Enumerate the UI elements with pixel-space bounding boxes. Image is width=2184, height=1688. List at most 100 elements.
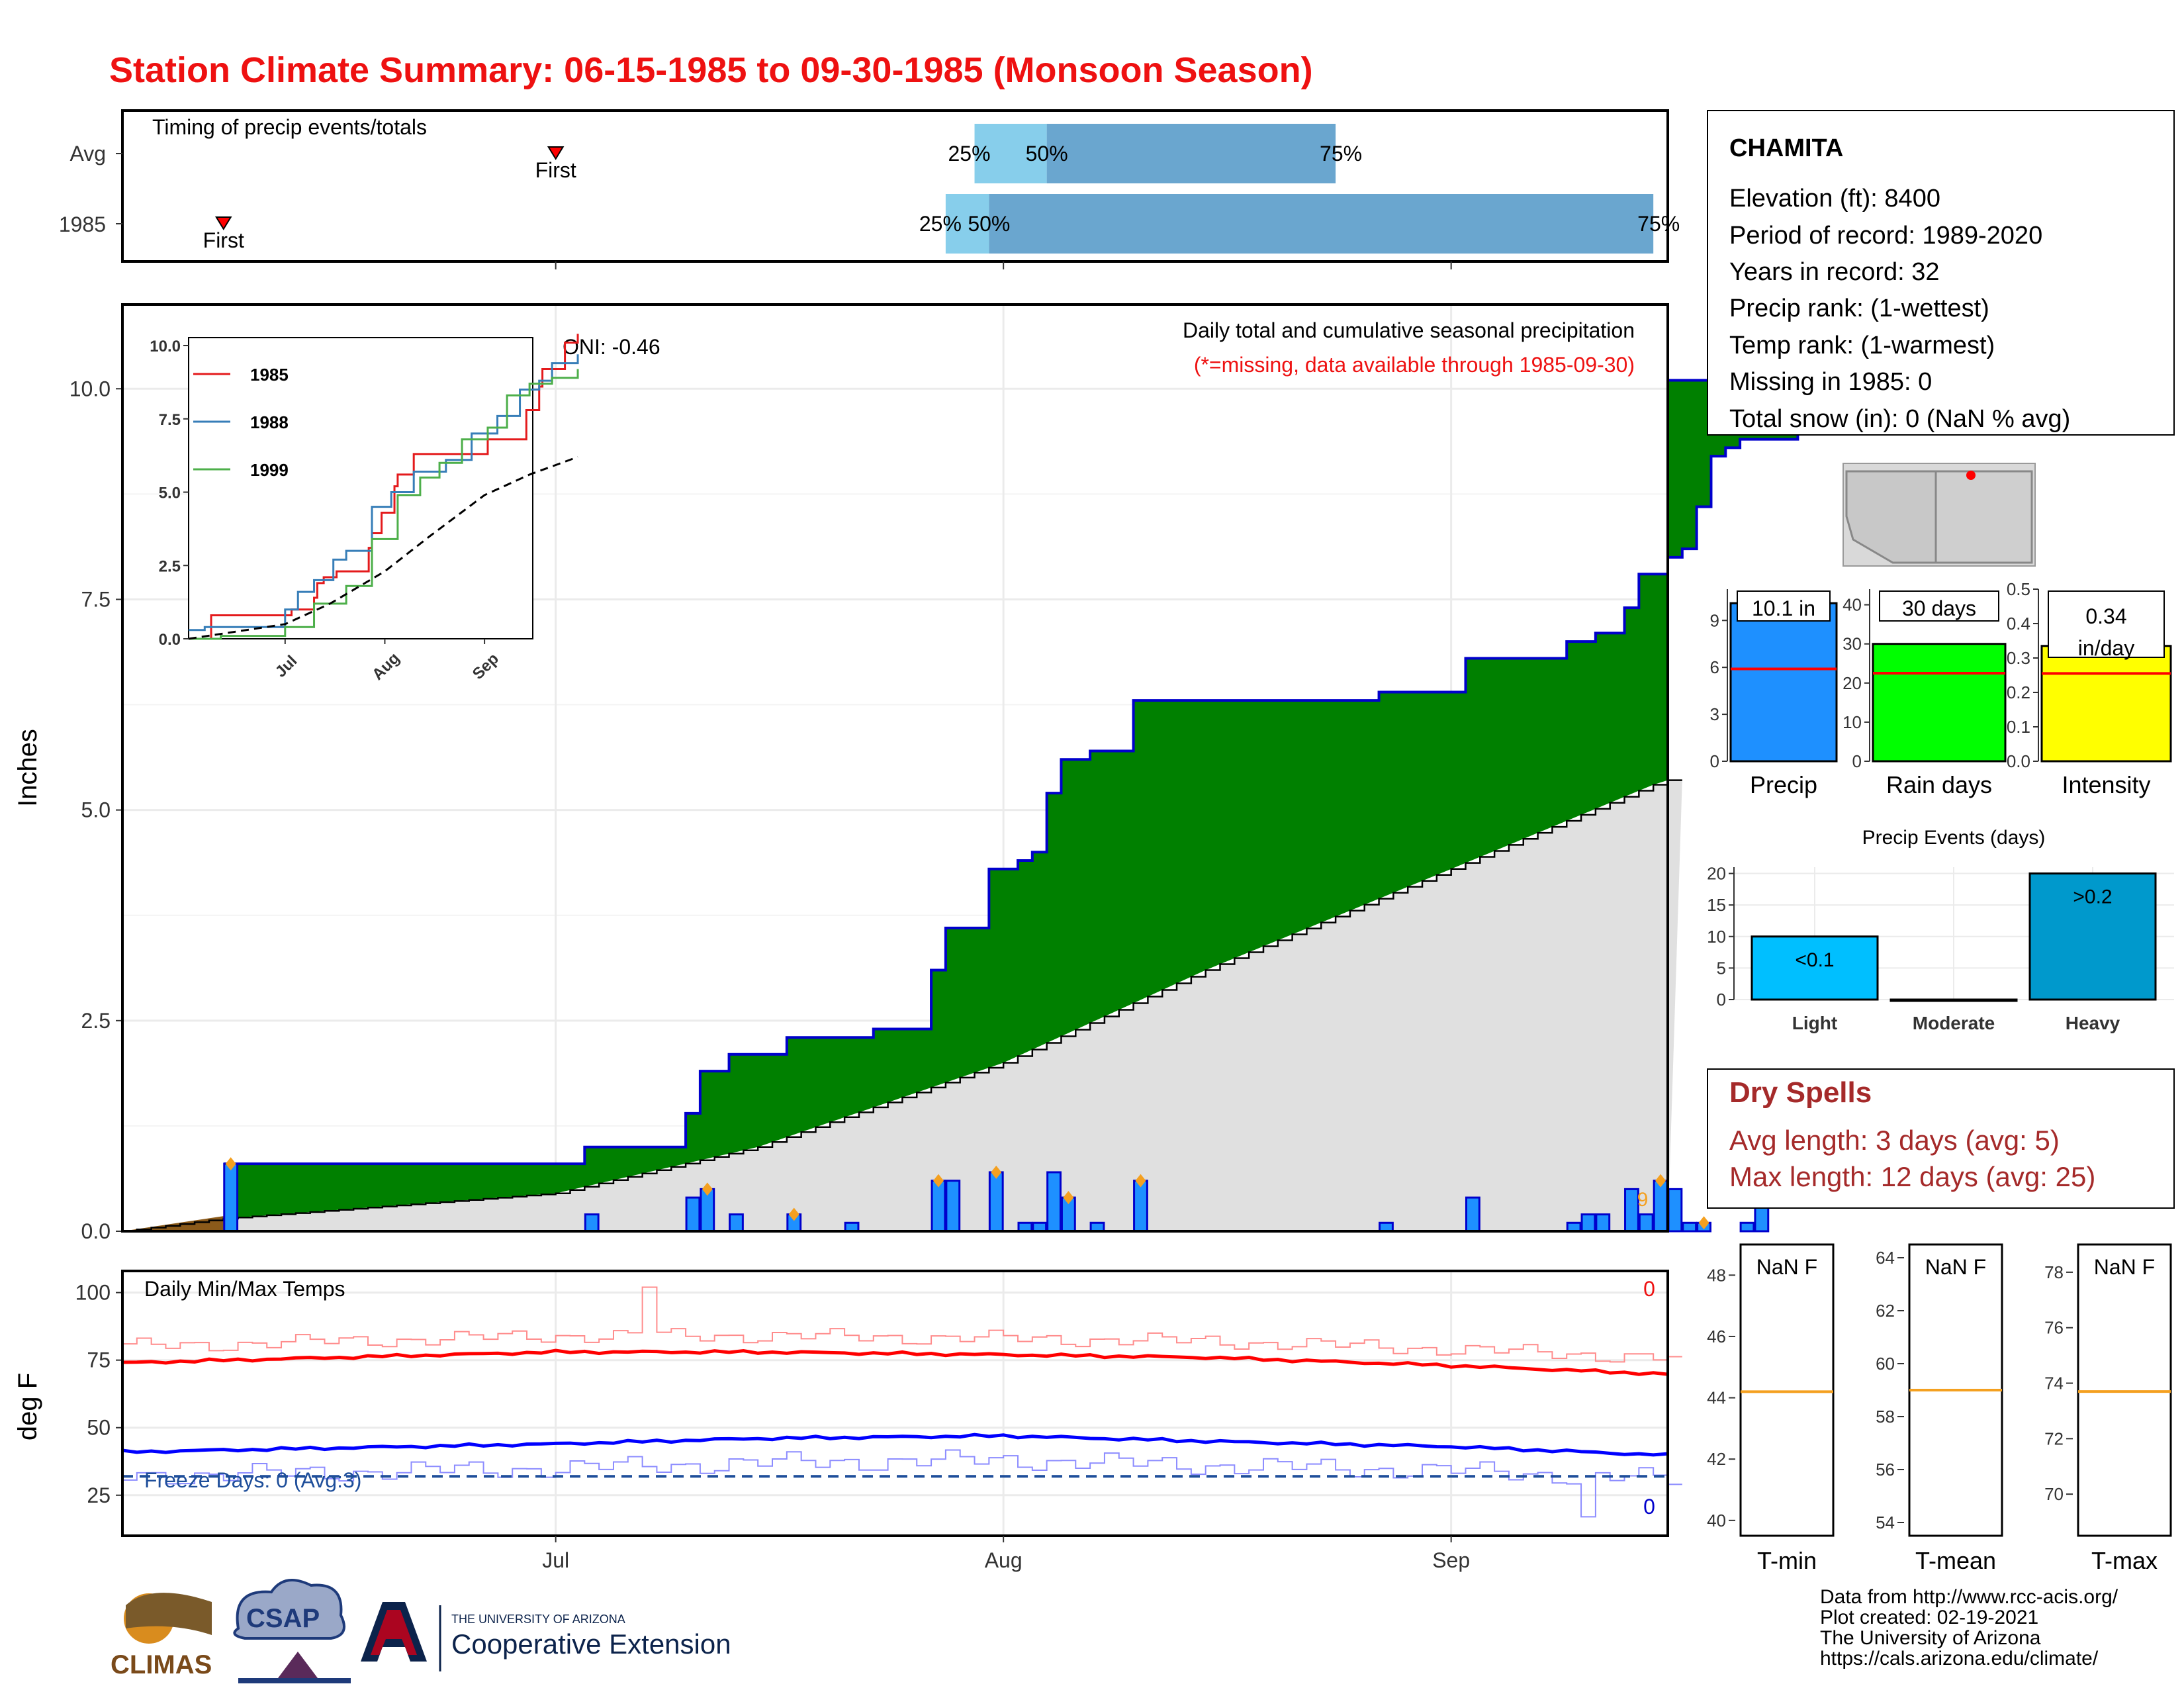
csap-logo-cloud: [233, 1579, 345, 1640]
temp-box-value: NaN F: [1925, 1255, 1986, 1279]
footer-url: https://cals.arizona.edu/climate/: [1820, 1648, 2099, 1669]
inset-legend-1988: 1988: [250, 412, 289, 432]
month-axis-label: Jul: [542, 1548, 569, 1572]
pre-season-area: [122, 1216, 224, 1231]
timing-row-avg-label: Avg: [69, 142, 106, 165]
summary-y-tick-label: 0.3: [2007, 648, 2030, 668]
temp-box-tick-label: 48: [1707, 1265, 1726, 1285]
temp-box-frame: [1739, 1243, 1835, 1537]
timing-q75-label: 75%: [1637, 212, 1680, 236]
daily-precip-bar: [223, 1162, 239, 1233]
daily-precip-bar: [988, 1171, 1004, 1233]
station-temp-rank: Temp rank: (1-warmest): [1729, 332, 1995, 359]
csap-logo: CSAP: [233, 1579, 351, 1683]
temp-box-tick-label: 78: [2044, 1262, 2064, 1282]
summary-bar-name: Intensity: [2062, 771, 2150, 798]
summary-bar-name: Rain days: [1886, 771, 1992, 798]
dry-spells-frame: [1707, 1068, 2175, 1209]
precip-y-tick-label: 5.0: [81, 798, 111, 822]
events-y-tick-label: 20: [1707, 864, 1726, 884]
temp-box-name: T-max: [2091, 1547, 2158, 1574]
temp-box-tick-label: 64: [1876, 1248, 1895, 1268]
inset-y-tick-label: 5.0: [159, 485, 181, 502]
summary-y-tick-label: 0.4: [2007, 614, 2030, 633]
heavy-event-marker: [225, 1157, 236, 1171]
summary-bar-label: 0.34: [2085, 604, 2126, 628]
daily-precip-bar: [945, 1180, 961, 1233]
temp-panel-label: Daily Min/Max Temps: [144, 1277, 345, 1301]
temp-y-tick-label: 75: [87, 1348, 111, 1372]
events-bar-label: <0.1: [1795, 949, 1834, 971]
timing-panel-label: Timing of precip events/totals: [152, 115, 427, 139]
events-y-tick-label: 0: [1717, 990, 1726, 1009]
temp-box-tick-label: 62: [1876, 1301, 1895, 1321]
timing-q50-q75-bar: [989, 194, 1654, 254]
precip-panel-border: [121, 303, 1669, 1233]
temp-panel: 25 50 75 100 deg F Daily Min/Max Temps Free…: [13, 261, 1682, 1572]
station-name: CHAMITA: [1729, 134, 1843, 162]
temp-box-tick-label: 42: [1707, 1449, 1726, 1469]
station-missing: Missing in 1985: 0: [1729, 368, 1932, 396]
climas-logo-swoosh: [126, 1593, 212, 1635]
events-y-tick-label: 15: [1707, 895, 1726, 915]
observed-cumulative-line: [223, 379, 1841, 1166]
temp-series: [122, 1286, 1682, 1518]
events-y-tick-label: 5: [1717, 958, 1726, 978]
heavy-event-marker: [1655, 1174, 1666, 1188]
summary-y-tick-label: 3: [1710, 704, 1719, 724]
summary-y-tick-label: 6: [1710, 657, 1719, 677]
precip-y-tick-label: 0.0: [81, 1219, 111, 1243]
temp-box-tick-label: 58: [1876, 1407, 1895, 1427]
climas-logo: CLIMAS: [111, 1593, 212, 1679]
precip-y-tick-label: 2.5: [81, 1009, 111, 1033]
temp-box-tick-label: 56: [1876, 1460, 1895, 1479]
heavy-event-marker: [933, 1174, 944, 1188]
summary-bar-0: [1729, 602, 1838, 763]
inset-series-1988: [189, 354, 579, 632]
daily-precip-bar: [1133, 1180, 1148, 1233]
oni-label: ONI: -0.46: [563, 335, 660, 359]
precip-series: [122, 379, 1841, 1233]
timing-q25-q50-bar: [974, 124, 1047, 183]
events-category-label: Light: [1792, 1013, 1837, 1033]
station-precip-rank: Precip rank: (1-wettest): [1729, 295, 1989, 322]
precip-missing-note: (*=missing, data available through 1985-…: [1194, 353, 1635, 377]
temp-box-tick-label: 74: [2044, 1374, 2064, 1393]
summary-bar-1: [1872, 643, 2007, 763]
inset-average-line: [188, 455, 578, 640]
timing-q50-q75-bar: [1046, 124, 1336, 183]
station-years: Years in record: 32: [1729, 258, 1940, 286]
events-y-tick-label: 10: [1707, 927, 1726, 947]
normal-cumulative-area: [122, 780, 1682, 1231]
temp-box-tick-label: 72: [2044, 1429, 2064, 1448]
daily-precip-bar: [685, 1196, 701, 1233]
avg-min-temp-line: [122, 1432, 1668, 1457]
events-bar-1: [1889, 998, 2018, 1002]
summary-y-tick-label: 0.1: [2007, 717, 2030, 737]
precip-end-count: 9: [1637, 1189, 1649, 1211]
temp-box-tick-label: 76: [2044, 1318, 2064, 1338]
temp-y-tick-label: 50: [87, 1416, 111, 1440]
timing-q25-q50-bar: [945, 194, 989, 254]
timing-first-marker: [547, 146, 565, 160]
heavy-event-marker: [1135, 1174, 1146, 1188]
summary-y-tick-label: 9: [1710, 610, 1719, 630]
daily-precip-bar: [584, 1213, 600, 1233]
daily-precip-bar: [1682, 1221, 1698, 1233]
station-period: Period of record: 1989-2020: [1729, 222, 2042, 250]
temp-panel-frame: [122, 1271, 1668, 1536]
daily-min-temp-line: [122, 1449, 1682, 1518]
new-mexico-shape: [1934, 470, 2033, 564]
month-axis-label: Aug: [985, 1548, 1023, 1572]
summary-label-box: [1737, 590, 1831, 622]
inset-y-tick-label: 0.0: [159, 631, 181, 649]
month-axis-label: Sep: [1432, 1548, 1470, 1572]
temp-y-tick-label: 100: [75, 1281, 111, 1305]
precip-y-tick-label: 7.5: [81, 587, 111, 611]
timing-marks: 25%50%75%FirstLast25%50%75%FirstLast: [116, 124, 1890, 254]
summary-y-tick-label: 0: [1710, 751, 1719, 771]
heavy-event-marker: [1698, 1216, 1709, 1230]
timing-first-label: First: [203, 228, 244, 252]
heavy-event-marker: [788, 1207, 799, 1221]
